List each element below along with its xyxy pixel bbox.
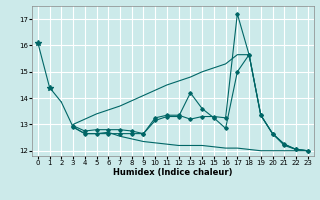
X-axis label: Humidex (Indice chaleur): Humidex (Indice chaleur): [113, 168, 233, 177]
